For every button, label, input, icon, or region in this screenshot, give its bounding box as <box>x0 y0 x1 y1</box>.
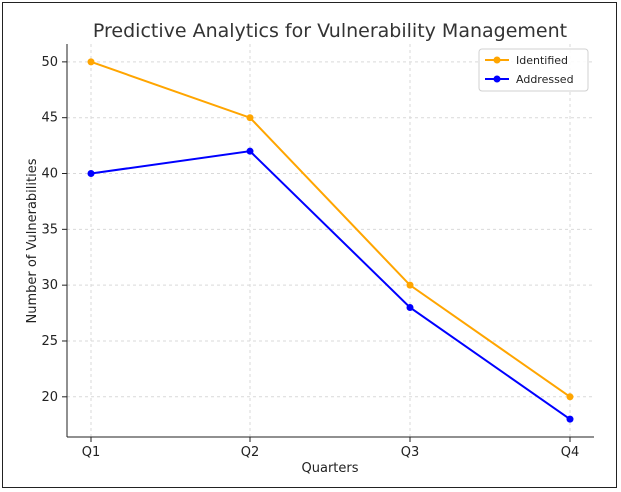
legend-label: Addressed <box>516 73 574 86</box>
grid <box>67 44 594 437</box>
y-tick-label: 40 <box>41 167 58 182</box>
legend: Identified Addressed <box>478 48 589 92</box>
series-line-addressed <box>90 150 571 420</box>
legend-marker-addressed <box>493 75 501 83</box>
data-point-addressed <box>566 415 574 423</box>
data-point-identified <box>87 58 95 66</box>
y-axis-label: Number of Vulnerabilities <box>25 158 40 323</box>
x-axis-label: Quarters <box>302 461 359 476</box>
data-point-identified <box>246 114 254 122</box>
x-tick-label: Q2 <box>241 445 260 460</box>
y-tick-label: 25 <box>41 334 58 349</box>
y-tick-label: 50 <box>41 55 58 70</box>
data-point-addressed <box>246 147 254 155</box>
y-tick-label: 35 <box>41 222 58 237</box>
series-layer <box>87 58 574 423</box>
y-tick-label: 20 <box>41 390 58 405</box>
data-point-addressed <box>87 170 95 178</box>
data-point-identified <box>406 281 414 289</box>
x-tick-label: Q1 <box>82 445 101 460</box>
data-point-identified <box>566 393 574 401</box>
data-point-addressed <box>406 303 414 311</box>
y-tick-label: 45 <box>41 111 58 126</box>
chart-title: Predictive Analytics for Vulnerability M… <box>93 20 567 42</box>
x-tick-label: Q4 <box>561 445 580 460</box>
x-tick-label: Q3 <box>401 445 420 460</box>
legend-marker-identified <box>493 56 501 64</box>
y-tick-label: 30 <box>41 278 58 293</box>
axes: 20 25 30 35 40 45 50 Q1 Q2 Q3 Q4 <box>41 44 594 460</box>
legend-label: Identified <box>516 54 568 67</box>
series-line-identified <box>90 60 571 398</box>
